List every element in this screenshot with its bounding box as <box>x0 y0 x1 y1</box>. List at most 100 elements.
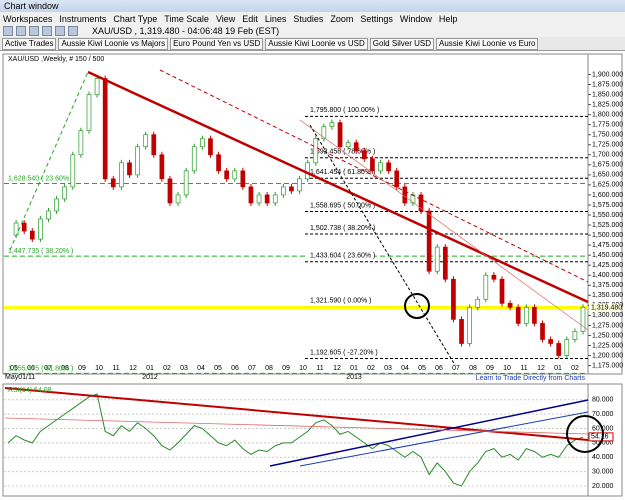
trend-line <box>159 69 589 283</box>
fib-label-bg <box>308 223 374 232</box>
candle <box>491 274 497 280</box>
trend-line <box>87 70 589 304</box>
candle <box>345 142 351 148</box>
candle <box>232 170 238 180</box>
candle <box>572 331 578 340</box>
y-tick-label: 1,575.000 <box>592 202 623 209</box>
tab[interactable]: Aussie Kiwi Loonie vs Euro <box>435 37 539 50</box>
tool-icon[interactable] <box>68 26 78 36</box>
current-price-label: 1,319.480 <box>591 304 622 311</box>
candle <box>272 194 278 204</box>
candle <box>467 307 472 344</box>
y-tick-label: 30.000 <box>592 468 614 475</box>
y-tick-label: 1,250.000 <box>592 332 623 339</box>
rsi-trend-line <box>4 417 589 435</box>
x-tick-label: 01 <box>554 365 562 372</box>
candle <box>151 134 157 156</box>
candle <box>62 186 68 200</box>
fib-label: 1,447.735 ( 38.20% ) <box>8 248 73 255</box>
menu-item[interactable]: View <box>215 13 236 24</box>
menu-bar: Workspaces Instruments Chart Type Time Scal… <box>0 12 625 25</box>
candle <box>329 122 335 128</box>
menu-item[interactable]: Chart Type <box>113 13 158 24</box>
tab[interactable]: Aussie Kiwi Loonie vs Majors <box>58 37 169 50</box>
candle <box>442 246 448 280</box>
x-tick-label: 08 <box>265 365 273 372</box>
x-tick-label: 06 <box>231 365 239 372</box>
menu-item[interactable]: Settings <box>360 13 393 24</box>
candle <box>21 222 27 232</box>
y-tick-label: 1,800.000 <box>592 111 623 118</box>
x-tick-label: 08 <box>469 365 477 372</box>
y-tick-label: 70.000 <box>592 411 614 418</box>
candle <box>297 178 302 192</box>
rsi-trend-line <box>299 411 589 467</box>
candle <box>54 198 59 212</box>
y-tick-label: 1,525.000 <box>592 222 623 229</box>
chart-header: XAU/USD , 1,319.480 - 04:06:48 19 Feb (E… <box>92 26 280 36</box>
fib-label-bg <box>308 201 374 210</box>
menu-item[interactable]: Studies <box>293 13 324 24</box>
tool-icon[interactable] <box>55 26 65 36</box>
tool-icon[interactable] <box>3 26 13 36</box>
tab[interactable]: Gold Silver USD <box>369 37 434 50</box>
candle <box>402 186 408 204</box>
candle <box>46 210 51 220</box>
tool-icon[interactable] <box>16 26 26 36</box>
x-tick-label: 11 <box>112 365 119 372</box>
tool-icon[interactable] <box>42 26 52 36</box>
x-tick-label: 02 <box>367 365 375 372</box>
x-tick-label: 07 <box>248 365 256 372</box>
candle <box>378 162 383 172</box>
candle <box>483 274 489 300</box>
candle <box>321 126 327 140</box>
tab[interactable]: Active Trades <box>2 37 57 50</box>
candle <box>580 307 586 332</box>
candle <box>370 158 375 172</box>
rsi-trend-line <box>269 399 589 467</box>
candle <box>135 146 140 176</box>
x-tick-label: 05 <box>10 365 18 372</box>
menu-item[interactable]: Help <box>438 13 458 24</box>
menu-item[interactable]: Workspaces <box>3 13 53 24</box>
menu-item[interactable]: Zoom <box>330 13 354 24</box>
candle <box>353 142 359 152</box>
menu-item[interactable]: Time Scale <box>164 13 209 24</box>
menu-item[interactable]: Lines <box>264 13 287 24</box>
candle <box>507 302 513 308</box>
menu-item[interactable]: Instruments <box>59 13 107 24</box>
tab[interactable]: Aussie Kiwi Loonie vs USD <box>265 37 368 50</box>
highlight-circle <box>566 415 604 453</box>
y-tick-label: 1,625.000 <box>592 182 623 189</box>
candle <box>361 150 367 160</box>
toolbar: XAU/USD , 1,319.480 - 04:06:48 19 Feb (E… <box>0 25 625 37</box>
title-bar: Chart window <box>0 0 625 12</box>
x-tick-label: 07 <box>452 365 460 372</box>
candle <box>127 162 132 176</box>
candle <box>281 186 286 196</box>
menu-item[interactable]: Edit <box>242 13 258 24</box>
candle <box>86 94 92 132</box>
y-tick-label: 1,600.000 <box>592 192 623 199</box>
tool-icon[interactable] <box>29 26 39 36</box>
fib-label: 1,795.800 ( 100.00% ) <box>310 107 379 114</box>
y-tick-label: 1,650.000 <box>592 172 623 179</box>
window-title: Chart window <box>4 1 59 11</box>
menu-item[interactable]: Window <box>399 13 432 24</box>
candle <box>459 319 464 344</box>
fib-label: 1,155.475 ( 61.80% ) <box>8 365 73 372</box>
tab[interactable]: Euro Pound Yen vs USD <box>170 37 264 50</box>
y-tick-label: 1,275.000 <box>592 322 623 329</box>
fib-label: 1,558.695 ( 50.00% ) <box>310 202 375 209</box>
candle <box>540 323 545 340</box>
learn-link[interactable]: Learn to Trade Directly from Charts <box>476 375 586 382</box>
y-tick-label: 1,175.000 <box>592 362 623 369</box>
x-tick-label: 10 <box>299 365 307 372</box>
y-tick-label: 1,500.000 <box>592 232 623 239</box>
x-tick-label: 06 <box>435 365 443 372</box>
price-pane <box>2 53 589 375</box>
y-tick-label: 1,475.000 <box>592 242 623 249</box>
candle <box>191 146 197 172</box>
fib-label: 1,692.458 ( 78.60% ) <box>310 149 375 156</box>
